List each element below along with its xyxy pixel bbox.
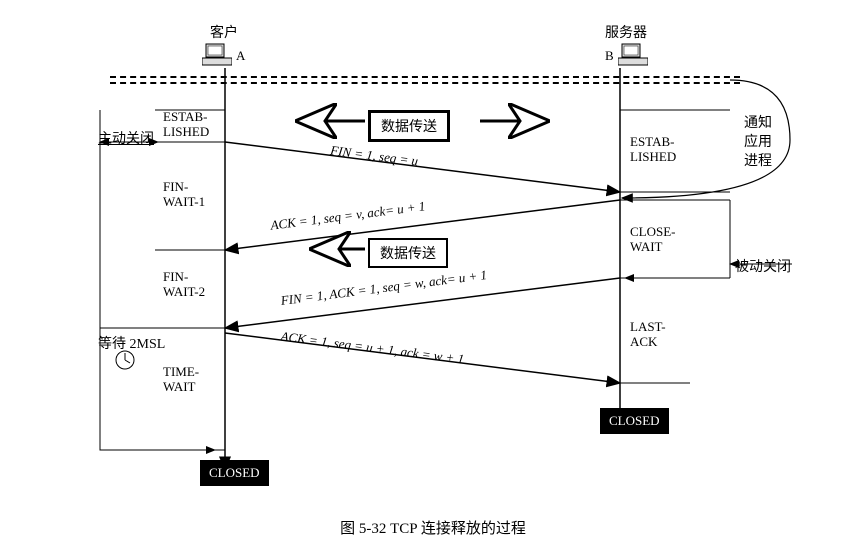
server-role-label: 服务器 [605,22,647,42]
client-closed-box: CLOSED [200,460,269,486]
client-state-finwait2: FIN- WAIT-2 [163,270,205,300]
data-transfer-top: 数据传送 [368,110,450,142]
passive-close-label: 被动关闭 [735,256,791,276]
notify-app-label: 通知 应用 进程 [744,115,772,172]
server-closed-box: CLOSED [600,408,669,434]
server-computer-icon [618,42,648,66]
client-state-finwait1: FIN- WAIT-1 [163,180,205,210]
figure-caption: 图 5-32 TCP 连接释放的过程 [0,517,866,538]
tcp-release-diagram: 客户 服务器 A B [50,20,816,500]
server-state-closewait: CLOSE- WAIT [630,225,676,255]
wait-2msl-label: 等待 2MSL [98,333,165,353]
server-letter: B [605,48,614,64]
client-letter: A [236,48,245,64]
msg-ack-v: ACK = 1, seq = v, ack= u + 1 [270,198,427,233]
server-state-established: ESTAB- LISHED [630,135,676,165]
dashed-band-bot [110,82,740,84]
active-close-label: 主动关闭 [98,128,154,148]
client-role-label: 客户 [210,22,238,42]
client-state-established: ESTAB- LISHED [163,110,209,140]
msg-fin-u: FIN = 1, seq = u [329,143,419,170]
client-computer-icon [202,42,232,66]
msg-ack-w1: ACK = 1, seq = u + 1, ack = w + 1 [280,328,465,367]
dashed-band-top [110,76,740,78]
data-transfer-mid: 数据传送 [368,238,448,268]
server-state-lastack: LAST- ACK [630,320,666,350]
msg-fin-ack-w: FIN = 1, ACK = 1, seq = w, ack= u + 1 [280,267,488,309]
client-state-timewait: TIME- WAIT [163,365,199,395]
